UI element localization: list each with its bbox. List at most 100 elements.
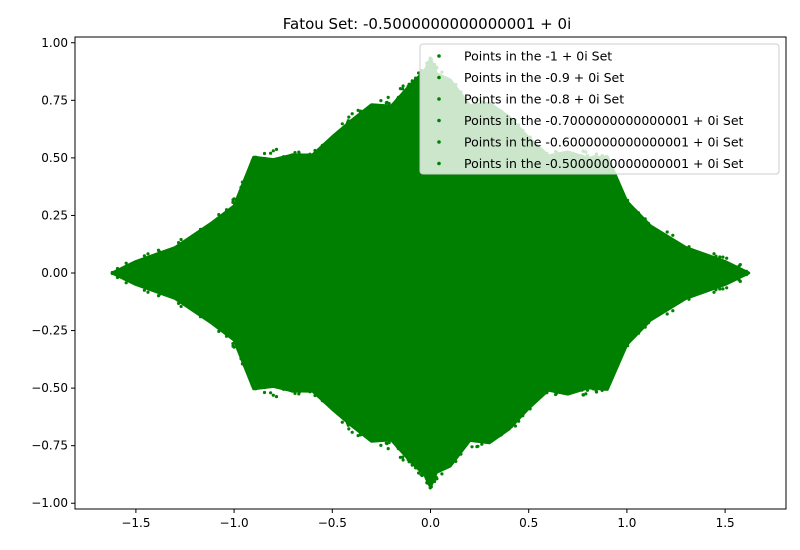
- scatter-point: [646, 221, 651, 225]
- scatter-point: [528, 406, 532, 410]
- scatter-point: [450, 461, 454, 465]
- legend-marker: [437, 75, 441, 80]
- scatter-point: [581, 393, 586, 397]
- y-tick-label: −0.50: [31, 381, 68, 395]
- scatter-point: [638, 326, 642, 330]
- scatter-point: [289, 153, 293, 158]
- legend-entry: Points in the -1 + 0i Set: [437, 49, 612, 64]
- x-tick-label: −1.5: [121, 516, 150, 530]
- legend-marker: [437, 97, 441, 101]
- scatter-point: [429, 485, 433, 489]
- scatter-point: [501, 428, 505, 432]
- scatter-point: [134, 260, 138, 264]
- scatter-point: [231, 198, 235, 202]
- scatter-point: [513, 424, 518, 428]
- scatter-point: [373, 105, 377, 109]
- y-tick-label: −1.00: [31, 496, 68, 510]
- scatter-point: [249, 167, 253, 171]
- scatter-point: [537, 393, 541, 397]
- scatter-point: [654, 313, 658, 317]
- scatter-point: [671, 309, 675, 313]
- scatter-point: [269, 151, 273, 155]
- scatter-point: [355, 427, 360, 431]
- x-tick-label: 0.0: [421, 516, 440, 530]
- scatter-point: [440, 472, 444, 476]
- legend-label: Points in the -0.5000000000000001 + 0i S…: [464, 156, 744, 171]
- scatter-point: [205, 231, 209, 235]
- scatter-point: [156, 294, 161, 298]
- scatter-point: [323, 400, 328, 404]
- scatter-point: [554, 392, 558, 397]
- scatter-point: [242, 182, 246, 186]
- scatter-point: [648, 316, 652, 320]
- scatter-point: [614, 366, 618, 370]
- scatter-point: [628, 206, 632, 210]
- scatter-point: [149, 257, 153, 261]
- scatter-point: [665, 230, 669, 234]
- scatter-point: [447, 459, 451, 463]
- scatter-point: [320, 398, 324, 402]
- scatter-point: [521, 414, 525, 418]
- scatter-point: [379, 99, 383, 103]
- scatter-point: [356, 108, 360, 112]
- scatter-point: [269, 391, 273, 395]
- scatter-point: [528, 402, 532, 406]
- scatter-point: [470, 445, 474, 449]
- scatter-point: [254, 387, 258, 391]
- scatter-point: [620, 189, 624, 193]
- scatter-point: [420, 467, 424, 471]
- scatter-point: [729, 267, 733, 271]
- scatter-point: [451, 454, 455, 458]
- scatter-point: [725, 286, 729, 290]
- scatter-point: [330, 138, 334, 142]
- scatter-point: [373, 437, 377, 441]
- scatter-point: [384, 441, 388, 445]
- scatter-point: [546, 387, 551, 391]
- scatter-point: [687, 297, 691, 301]
- scatter-point: [255, 158, 259, 162]
- scatter-point: [363, 109, 368, 113]
- scatter-point: [401, 87, 405, 91]
- scatter-point: [350, 430, 354, 434]
- scatter-point: [350, 112, 354, 116]
- scatter-point: [401, 458, 405, 462]
- scatter-point: [494, 432, 498, 436]
- scatter-point: [565, 390, 569, 394]
- scatter-point: [110, 270, 114, 275]
- scatter-point: [262, 384, 266, 388]
- y-tick-label: −0.25: [31, 324, 68, 338]
- scatter-point: [297, 152, 301, 156]
- scatter-point: [330, 404, 334, 408]
- scatter-point: [640, 217, 644, 222]
- scatter-point: [626, 344, 630, 348]
- scatter-point: [142, 254, 146, 258]
- scatter-point: [149, 285, 153, 289]
- scatter-point: [419, 473, 423, 477]
- scatter-point: [156, 248, 161, 252]
- scatter-point: [485, 439, 489, 443]
- scatter-point: [624, 202, 629, 206]
- scatter-point: [254, 161, 258, 165]
- scatter-point: [179, 304, 183, 309]
- scatter-point: [131, 262, 135, 266]
- scatter-point: [118, 270, 122, 274]
- scatter-point: [396, 95, 400, 99]
- scatter-point: [524, 404, 528, 408]
- scatter-point: [534, 399, 539, 403]
- legend-entry: Points in the -0.5000000000000001 + 0i S…: [437, 156, 744, 171]
- scatter-point: [239, 185, 244, 189]
- y-tick-label: 1.00: [41, 36, 68, 50]
- scatter-point: [431, 474, 436, 478]
- scatter-point: [512, 420, 516, 424]
- scatter-point: [417, 471, 421, 475]
- scatter-point: [665, 312, 669, 316]
- scatter-point: [250, 159, 254, 163]
- scatter-point: [223, 214, 227, 218]
- scatter-point: [729, 275, 733, 279]
- scatter-point: [382, 436, 386, 440]
- scatter-point: [338, 410, 342, 415]
- scatter-point: [417, 71, 421, 75]
- scatter-point: [285, 155, 289, 159]
- scatter-point: [308, 390, 312, 394]
